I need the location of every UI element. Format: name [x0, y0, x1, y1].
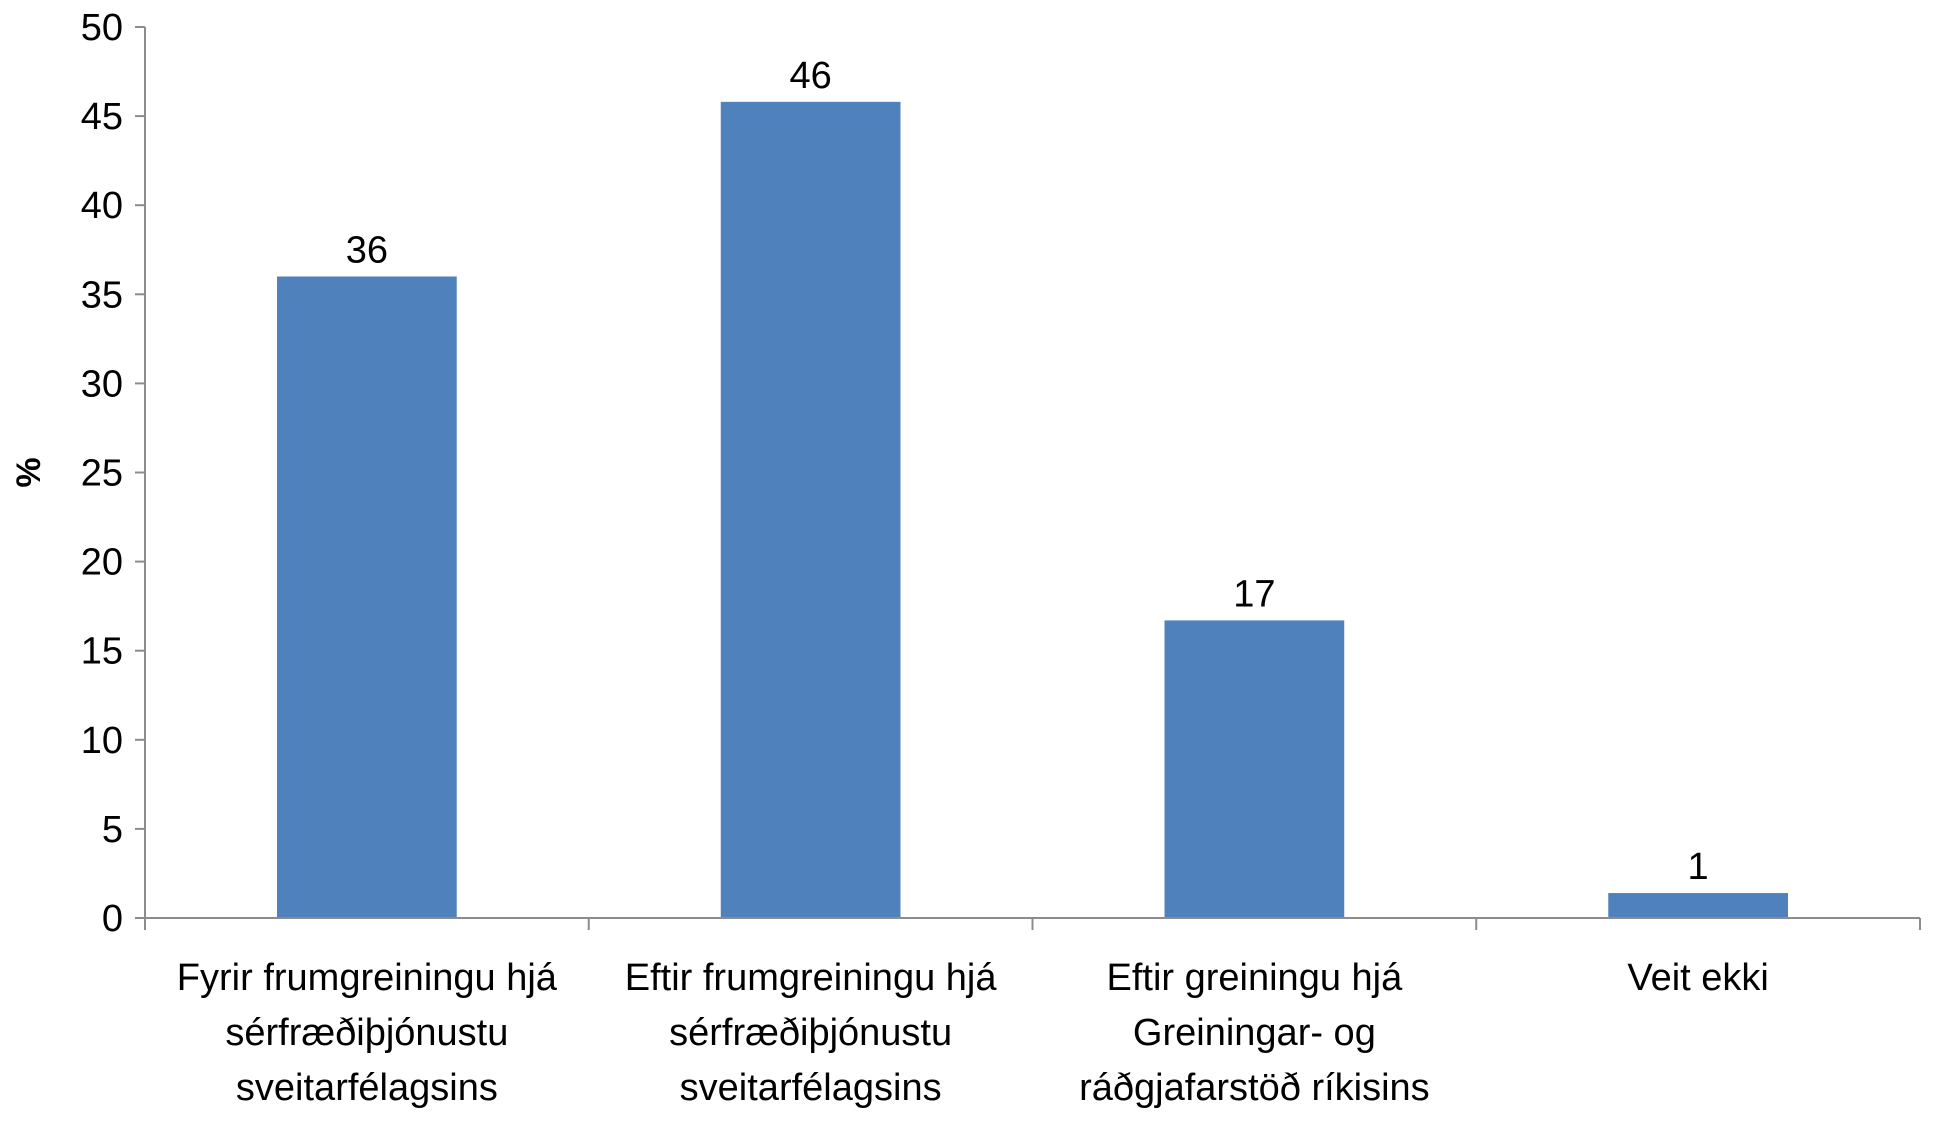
bar — [1608, 893, 1788, 918]
category-label: Fyrir frumgreiningu hjá sérfræðiþjónustu s… — [177, 957, 558, 1109]
y-tick-label: 15 — [81, 631, 123, 673]
data-label: 17 — [1233, 573, 1275, 615]
category-label: Eftir frumgreiningu hjá sérfræðiþjónustu s… — [625, 957, 998, 1109]
y-tick-label: 30 — [81, 363, 123, 405]
y-tick-label: 45 — [81, 96, 123, 138]
category-label: Veit ekki — [1627, 957, 1769, 999]
y-axis-title: % — [10, 457, 48, 487]
bar — [277, 276, 457, 919]
y-tick-label: 10 — [81, 720, 123, 762]
category-labels: Fyrir frumgreiningu hjá sérfræðiþjónustu s… — [177, 957, 1769, 1109]
y-tick-label: 20 — [81, 542, 123, 584]
data-labels: 36 46 17 1 — [346, 55, 1709, 888]
y-tick-label: 35 — [81, 274, 123, 316]
bar — [1164, 620, 1345, 918]
bar — [720, 101, 901, 919]
data-label: 36 — [346, 229, 388, 271]
y-tick-label: 0 — [102, 898, 123, 940]
y-tick-label: 40 — [81, 185, 123, 227]
category-label: Eftir greiningu hjá Greiningar- og ráðgjaf… — [1079, 957, 1430, 1109]
y-tick-label: 5 — [102, 809, 123, 851]
data-label: 1 — [1688, 846, 1709, 888]
bars — [277, 101, 1788, 919]
x-axis-ticks — [144, 918, 1921, 930]
y-tick-label: 25 — [81, 453, 123, 495]
y-axis-ticks: 0 5 10 15 20 25 30 35 40 45 50 — [81, 7, 145, 940]
y-tick-label: 50 — [81, 7, 123, 49]
data-label: 46 — [789, 55, 831, 97]
